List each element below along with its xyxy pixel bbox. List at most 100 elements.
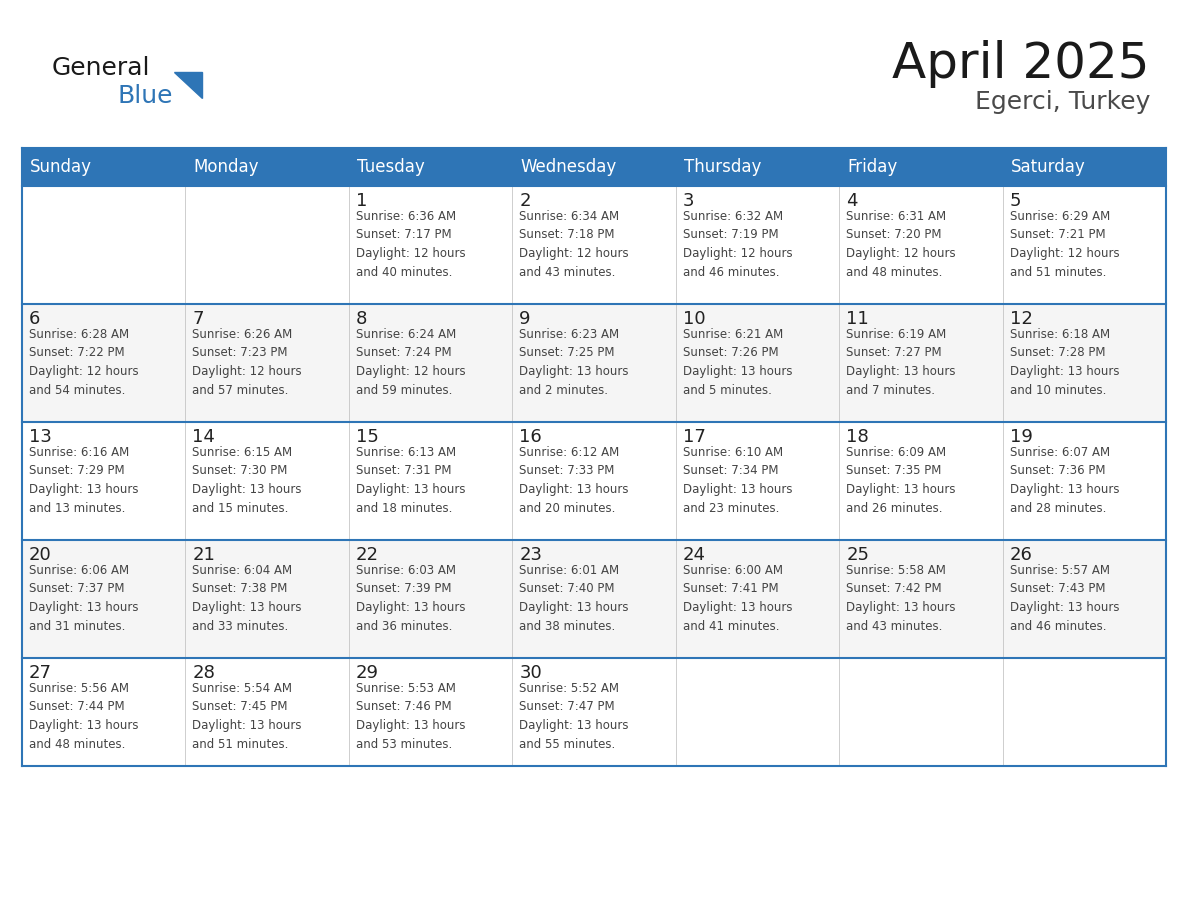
Text: Sunrise: 6:31 AM
Sunset: 7:20 PM
Daylight: 12 hours
and 48 minutes.: Sunrise: 6:31 AM Sunset: 7:20 PM Dayligh… xyxy=(846,210,956,278)
Bar xyxy=(185,422,349,540)
Text: 20: 20 xyxy=(29,546,52,564)
Text: 14: 14 xyxy=(192,428,215,446)
Bar xyxy=(839,540,1003,658)
Text: Sunrise: 6:32 AM
Sunset: 7:19 PM
Daylight: 12 hours
and 46 minutes.: Sunrise: 6:32 AM Sunset: 7:19 PM Dayligh… xyxy=(683,210,792,278)
Text: Sunrise: 6:36 AM
Sunset: 7:17 PM
Daylight: 12 hours
and 40 minutes.: Sunrise: 6:36 AM Sunset: 7:17 PM Dayligh… xyxy=(356,210,466,278)
Bar xyxy=(676,186,839,304)
Text: Sunrise: 6:23 AM
Sunset: 7:25 PM
Daylight: 13 hours
and 2 minutes.: Sunrise: 6:23 AM Sunset: 7:25 PM Dayligh… xyxy=(519,328,628,397)
Bar xyxy=(23,304,185,422)
Text: 10: 10 xyxy=(683,310,706,328)
Text: Sunrise: 6:09 AM
Sunset: 7:35 PM
Daylight: 13 hours
and 26 minutes.: Sunrise: 6:09 AM Sunset: 7:35 PM Dayligh… xyxy=(846,446,955,514)
Text: 8: 8 xyxy=(356,310,367,328)
Bar xyxy=(839,186,1003,304)
Text: Sunrise: 6:04 AM
Sunset: 7:38 PM
Daylight: 13 hours
and 33 minutes.: Sunrise: 6:04 AM Sunset: 7:38 PM Dayligh… xyxy=(192,564,302,633)
Text: 23: 23 xyxy=(519,546,542,564)
Bar xyxy=(1003,422,1165,540)
Text: 2: 2 xyxy=(519,192,531,210)
Bar xyxy=(512,540,676,658)
Text: 5: 5 xyxy=(1010,192,1020,210)
Text: 18: 18 xyxy=(846,428,868,446)
Text: Sunday: Sunday xyxy=(30,158,91,176)
Bar xyxy=(185,186,349,304)
Text: Sunrise: 6:16 AM
Sunset: 7:29 PM
Daylight: 13 hours
and 13 minutes.: Sunrise: 6:16 AM Sunset: 7:29 PM Dayligh… xyxy=(29,446,139,514)
Bar xyxy=(349,186,512,304)
Bar xyxy=(512,658,676,766)
Text: Sunrise: 6:10 AM
Sunset: 7:34 PM
Daylight: 13 hours
and 23 minutes.: Sunrise: 6:10 AM Sunset: 7:34 PM Dayligh… xyxy=(683,446,792,514)
Text: 16: 16 xyxy=(519,428,542,446)
Text: Sunrise: 5:52 AM
Sunset: 7:47 PM
Daylight: 13 hours
and 55 minutes.: Sunrise: 5:52 AM Sunset: 7:47 PM Dayligh… xyxy=(519,682,628,751)
Bar xyxy=(349,422,512,540)
Text: 6: 6 xyxy=(29,310,40,328)
Bar xyxy=(23,422,185,540)
Bar xyxy=(349,540,512,658)
Bar xyxy=(676,658,839,766)
Text: 22: 22 xyxy=(356,546,379,564)
Text: Sunrise: 6:00 AM
Sunset: 7:41 PM
Daylight: 13 hours
and 41 minutes.: Sunrise: 6:00 AM Sunset: 7:41 PM Dayligh… xyxy=(683,564,792,633)
Text: Tuesday: Tuesday xyxy=(356,158,424,176)
Text: 9: 9 xyxy=(519,310,531,328)
Text: 28: 28 xyxy=(192,664,215,682)
Text: Egerci, Turkey: Egerci, Turkey xyxy=(974,90,1150,114)
Text: Sunrise: 6:07 AM
Sunset: 7:36 PM
Daylight: 13 hours
and 28 minutes.: Sunrise: 6:07 AM Sunset: 7:36 PM Dayligh… xyxy=(1010,446,1119,514)
Bar xyxy=(185,304,349,422)
Bar xyxy=(839,304,1003,422)
Text: 3: 3 xyxy=(683,192,694,210)
Text: 1: 1 xyxy=(356,192,367,210)
Text: Sunrise: 6:21 AM
Sunset: 7:26 PM
Daylight: 13 hours
and 5 minutes.: Sunrise: 6:21 AM Sunset: 7:26 PM Dayligh… xyxy=(683,328,792,397)
Text: April 2025: April 2025 xyxy=(892,40,1150,88)
Text: Sunrise: 6:34 AM
Sunset: 7:18 PM
Daylight: 12 hours
and 43 minutes.: Sunrise: 6:34 AM Sunset: 7:18 PM Dayligh… xyxy=(519,210,628,278)
Text: Monday: Monday xyxy=(194,158,259,176)
Bar xyxy=(676,304,839,422)
Text: Sunrise: 6:26 AM
Sunset: 7:23 PM
Daylight: 12 hours
and 57 minutes.: Sunrise: 6:26 AM Sunset: 7:23 PM Dayligh… xyxy=(192,328,302,397)
Text: Sunrise: 6:24 AM
Sunset: 7:24 PM
Daylight: 12 hours
and 59 minutes.: Sunrise: 6:24 AM Sunset: 7:24 PM Dayligh… xyxy=(356,328,466,397)
Bar xyxy=(676,422,839,540)
Text: Blue: Blue xyxy=(116,84,172,108)
Text: Sunrise: 6:28 AM
Sunset: 7:22 PM
Daylight: 12 hours
and 54 minutes.: Sunrise: 6:28 AM Sunset: 7:22 PM Dayligh… xyxy=(29,328,139,397)
Text: 13: 13 xyxy=(29,428,52,446)
Bar xyxy=(23,186,185,304)
Text: Sunrise: 6:29 AM
Sunset: 7:21 PM
Daylight: 12 hours
and 51 minutes.: Sunrise: 6:29 AM Sunset: 7:21 PM Dayligh… xyxy=(1010,210,1119,278)
Bar xyxy=(1003,186,1165,304)
Text: Sunrise: 5:53 AM
Sunset: 7:46 PM
Daylight: 13 hours
and 53 minutes.: Sunrise: 5:53 AM Sunset: 7:46 PM Dayligh… xyxy=(356,682,466,751)
Text: Sunrise: 5:57 AM
Sunset: 7:43 PM
Daylight: 13 hours
and 46 minutes.: Sunrise: 5:57 AM Sunset: 7:43 PM Dayligh… xyxy=(1010,564,1119,633)
Text: 12: 12 xyxy=(1010,310,1032,328)
Text: Sunrise: 6:13 AM
Sunset: 7:31 PM
Daylight: 13 hours
and 18 minutes.: Sunrise: 6:13 AM Sunset: 7:31 PM Dayligh… xyxy=(356,446,466,514)
Bar xyxy=(23,658,185,766)
Text: 26: 26 xyxy=(1010,546,1032,564)
Bar xyxy=(512,304,676,422)
Text: Wednesday: Wednesday xyxy=(520,158,617,176)
Text: 15: 15 xyxy=(356,428,379,446)
Bar xyxy=(1003,540,1165,658)
Text: 24: 24 xyxy=(683,546,706,564)
Bar xyxy=(839,658,1003,766)
Text: Sunrise: 6:06 AM
Sunset: 7:37 PM
Daylight: 13 hours
and 31 minutes.: Sunrise: 6:06 AM Sunset: 7:37 PM Dayligh… xyxy=(29,564,139,633)
Bar xyxy=(512,186,676,304)
Text: 11: 11 xyxy=(846,310,868,328)
Text: 29: 29 xyxy=(356,664,379,682)
Text: Sunrise: 6:18 AM
Sunset: 7:28 PM
Daylight: 13 hours
and 10 minutes.: Sunrise: 6:18 AM Sunset: 7:28 PM Dayligh… xyxy=(1010,328,1119,397)
Bar xyxy=(1003,658,1165,766)
Bar xyxy=(349,658,512,766)
Text: 25: 25 xyxy=(846,546,870,564)
Text: Sunrise: 5:56 AM
Sunset: 7:44 PM
Daylight: 13 hours
and 48 minutes.: Sunrise: 5:56 AM Sunset: 7:44 PM Dayligh… xyxy=(29,682,139,751)
Text: Saturday: Saturday xyxy=(1011,158,1086,176)
Text: Sunrise: 6:15 AM
Sunset: 7:30 PM
Daylight: 13 hours
and 15 minutes.: Sunrise: 6:15 AM Sunset: 7:30 PM Dayligh… xyxy=(192,446,302,514)
Text: 4: 4 xyxy=(846,192,858,210)
Bar xyxy=(512,422,676,540)
Text: 19: 19 xyxy=(1010,428,1032,446)
Text: Sunrise: 6:01 AM
Sunset: 7:40 PM
Daylight: 13 hours
and 38 minutes.: Sunrise: 6:01 AM Sunset: 7:40 PM Dayligh… xyxy=(519,564,628,633)
Text: 27: 27 xyxy=(29,664,52,682)
Text: 30: 30 xyxy=(519,664,542,682)
Bar xyxy=(23,540,185,658)
Bar xyxy=(349,304,512,422)
Text: 7: 7 xyxy=(192,310,204,328)
Text: Sunrise: 6:12 AM
Sunset: 7:33 PM
Daylight: 13 hours
and 20 minutes.: Sunrise: 6:12 AM Sunset: 7:33 PM Dayligh… xyxy=(519,446,628,514)
Text: Sunrise: 6:19 AM
Sunset: 7:27 PM
Daylight: 13 hours
and 7 minutes.: Sunrise: 6:19 AM Sunset: 7:27 PM Dayligh… xyxy=(846,328,955,397)
Text: General: General xyxy=(52,56,151,80)
Text: Sunrise: 6:03 AM
Sunset: 7:39 PM
Daylight: 13 hours
and 36 minutes.: Sunrise: 6:03 AM Sunset: 7:39 PM Dayligh… xyxy=(356,564,466,633)
Bar xyxy=(1003,304,1165,422)
Bar xyxy=(839,422,1003,540)
Text: Sunrise: 5:54 AM
Sunset: 7:45 PM
Daylight: 13 hours
and 51 minutes.: Sunrise: 5:54 AM Sunset: 7:45 PM Dayligh… xyxy=(192,682,302,751)
Text: Friday: Friday xyxy=(847,158,897,176)
Bar xyxy=(676,540,839,658)
